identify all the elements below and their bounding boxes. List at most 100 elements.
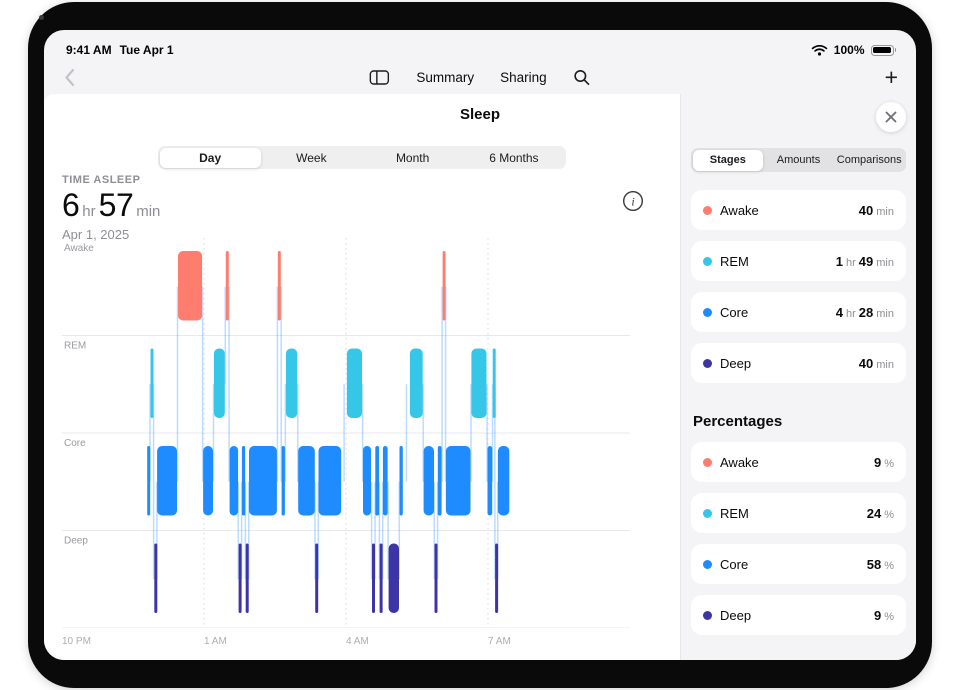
stage-color-dot bbox=[703, 205, 712, 215]
stage-value-number: 40 bbox=[858, 202, 874, 218]
range-tab-month[interactable]: Month bbox=[362, 148, 463, 168]
time-range-segmented-control: Day Week Month 6 Months bbox=[158, 146, 566, 169]
stage-value: 9% bbox=[874, 455, 894, 470]
status-right: 100% bbox=[811, 43, 896, 57]
stage-value-number: 49 bbox=[858, 253, 874, 269]
svg-text:i: i bbox=[631, 195, 634, 209]
sleep-segment-rem bbox=[150, 348, 154, 418]
time-value-unit: min bbox=[136, 203, 161, 220]
sleep-segment-core bbox=[437, 446, 442, 516]
stage-value: 40 min bbox=[859, 356, 894, 371]
stage-value: 58% bbox=[867, 557, 894, 572]
duration-row-rem: REM 1 hr 49 min bbox=[691, 241, 906, 281]
sleep-segment-awake bbox=[178, 251, 203, 321]
sleep-segment-rem bbox=[346, 348, 362, 418]
close-button[interactable] bbox=[876, 102, 906, 132]
range-tab-day[interactable]: Day bbox=[159, 147, 261, 168]
lane-label: REM bbox=[64, 341, 86, 352]
add-button[interactable]: + bbox=[884, 63, 898, 90]
sleep-segment-deep bbox=[388, 543, 399, 613]
nav-bar: Summary Sharing + bbox=[44, 60, 916, 94]
time-asleep-metric: TIME ASLEEP 6 hr 57 min Apr 1, 2025 bbox=[62, 174, 160, 242]
stats-tab-amounts[interactable]: Amounts bbox=[763, 150, 834, 171]
close-icon bbox=[885, 111, 897, 123]
stage-label: Deep bbox=[720, 355, 752, 371]
sleep-stages-chart-container: Awake REM Core Deep 10 PM 1 AM 4 AM 7 AM bbox=[62, 238, 630, 647]
sleep-segment-deep bbox=[372, 543, 375, 613]
search-icon bbox=[574, 69, 591, 86]
battery-icon bbox=[870, 44, 896, 56]
stage-value-unit: hr bbox=[846, 256, 856, 269]
stage-value: 24% bbox=[867, 506, 894, 521]
sleep-segment-core bbox=[382, 446, 388, 516]
stage-value: 9% bbox=[874, 608, 894, 623]
stage-value-number: 1 bbox=[835, 253, 844, 269]
chart-area: Day Week Month 6 Months TIME ASLEEP 6 hr 57 mi… bbox=[44, 94, 680, 660]
nav-center-group: Summary Sharing bbox=[368, 68, 591, 87]
nav-sharing[interactable]: Sharing bbox=[500, 69, 547, 85]
stage-value-unit: % bbox=[884, 610, 894, 623]
stage-color-dot bbox=[703, 559, 712, 569]
stage-value-number: 24 bbox=[866, 505, 882, 521]
info-button[interactable]: i bbox=[622, 190, 644, 212]
sleep-segment-rem bbox=[285, 348, 298, 418]
screen: 9:41 AM Tue Apr 1 100% bbox=[44, 30, 916, 660]
stage-percentage-list: Awake 9% REM 24% Core 58% Deep 9% bbox=[691, 442, 906, 635]
sleep-segment-core bbox=[203, 446, 213, 516]
x-tick-label: 1 AM bbox=[204, 636, 227, 647]
sleep-segment-core bbox=[281, 446, 285, 516]
nav-summary[interactable]: Summary bbox=[416, 69, 475, 85]
sleep-segment-deep bbox=[434, 543, 438, 613]
stage-value-number: 9 bbox=[873, 454, 882, 470]
sleep-segment-core bbox=[445, 446, 471, 516]
stage-color-dot bbox=[703, 457, 712, 467]
metric-label: TIME ASLEEP bbox=[62, 174, 141, 186]
sleep-segment-deep bbox=[495, 543, 499, 613]
stage-color-dot bbox=[703, 256, 712, 266]
stage-value-unit: min bbox=[876, 307, 894, 320]
time-value-unit: hr bbox=[82, 203, 96, 220]
back-button[interactable] bbox=[62, 66, 77, 89]
stage-label: Core bbox=[720, 304, 749, 320]
chevron-left-icon bbox=[64, 68, 75, 87]
stage-label: REM bbox=[720, 505, 749, 521]
percentages-heading: Percentages bbox=[693, 413, 783, 430]
stage-color-dot bbox=[703, 307, 712, 317]
sleep-segment-deep bbox=[315, 543, 319, 613]
stage-value: 1 hr 49 min bbox=[836, 254, 894, 269]
percentage-row-rem: REM 24% bbox=[691, 493, 906, 533]
range-tab-week[interactable]: Week bbox=[261, 148, 362, 168]
info-icon: i bbox=[622, 190, 644, 212]
range-tab-6-months[interactable]: 6 Months bbox=[463, 148, 564, 168]
chart-x-axis-labels: 10 PM 1 AM 4 AM 7 AM bbox=[62, 633, 630, 647]
sleep-segment-deep bbox=[379, 543, 383, 613]
sleep-segment-deep bbox=[238, 543, 242, 613]
sleep-segment-core bbox=[423, 446, 434, 516]
stats-tab-stages[interactable]: Stages bbox=[692, 149, 764, 171]
stage-value-number: 40 bbox=[858, 355, 874, 371]
sleep-segment-core bbox=[229, 446, 239, 516]
sleep-segment-awake bbox=[277, 251, 281, 321]
stage-value-unit: min bbox=[876, 256, 894, 269]
sleep-segment-core bbox=[147, 446, 151, 516]
percentage-row-core: Core 58% bbox=[691, 544, 906, 584]
sidebar-toggle-button[interactable] bbox=[368, 69, 390, 86]
stats-tab-comparisons[interactable]: Comparisons bbox=[834, 150, 905, 171]
status-date: Tue Apr 1 bbox=[119, 43, 174, 57]
sleep-segment-deep bbox=[154, 543, 158, 613]
search-button[interactable] bbox=[573, 68, 592, 87]
front-camera bbox=[39, 15, 44, 20]
sleep-segment-core bbox=[157, 446, 177, 516]
sleep-segment-rem bbox=[471, 348, 487, 418]
stage-color-dot bbox=[703, 358, 712, 368]
time-value-number: 57 bbox=[98, 187, 134, 223]
sleep-segment-core bbox=[318, 446, 342, 516]
stage-value: 4 hr 28 min bbox=[836, 305, 894, 320]
lane-label: Core bbox=[64, 438, 86, 449]
stage-value-unit: min bbox=[876, 358, 894, 371]
stage-color-dot bbox=[703, 508, 712, 518]
stage-value-unit: min bbox=[876, 205, 894, 218]
stage-color-dot bbox=[703, 610, 712, 620]
sleep-segment-core bbox=[249, 446, 277, 516]
